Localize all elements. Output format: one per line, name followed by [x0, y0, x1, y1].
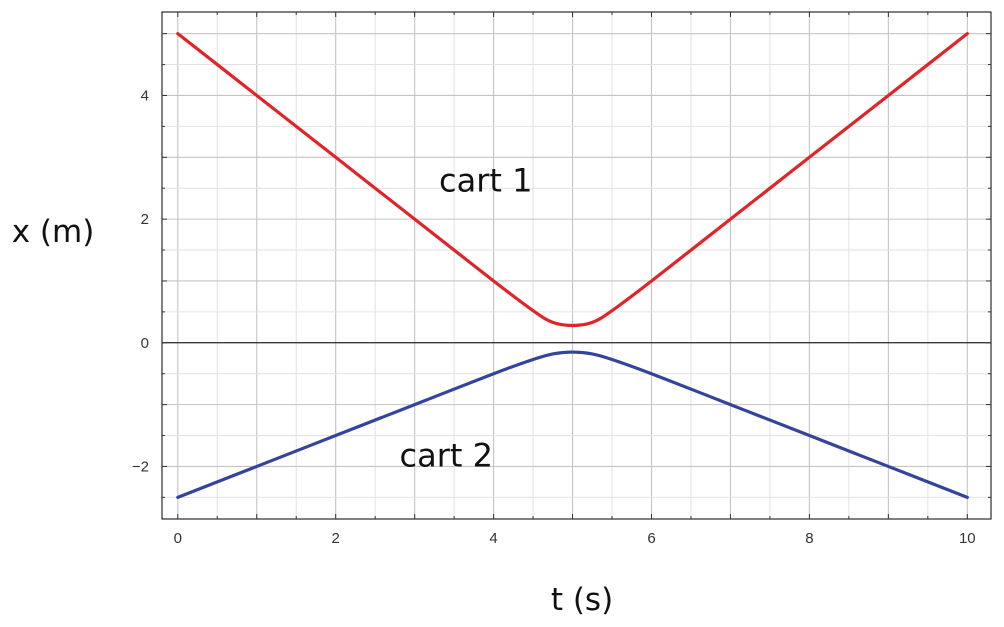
- annotation-1: cart 1: [439, 161, 532, 199]
- plot-frame: [161, 11, 992, 520]
- y-tick-label: 0: [141, 335, 149, 352]
- annotations: cart 1 cart 2: [400, 161, 533, 474]
- x-tick-label: 0: [174, 530, 182, 547]
- series-line-1: [176, 32, 969, 328]
- ticks: 0 2 4 6 8 10 −2 0 2 4: [132, 12, 991, 547]
- annotation-2: cart 2: [400, 436, 493, 474]
- x-tick-label: 4: [489, 530, 497, 547]
- x-tick-label: 2: [332, 530, 340, 547]
- series-line-2: [176, 350, 969, 499]
- y-axis-label: x (m): [12, 214, 95, 250]
- grid: [162, 12, 991, 519]
- series-group: [176, 32, 969, 499]
- x-axis-label: t (s): [551, 582, 613, 618]
- y-tick-label: 4: [141, 87, 149, 104]
- y-tick-label: 2: [141, 211, 149, 228]
- x-tick-label: 10: [959, 530, 976, 547]
- x-tick-label: 8: [805, 530, 813, 547]
- x-tick-label: 6: [647, 530, 655, 547]
- y-tick-label: −2: [132, 458, 149, 475]
